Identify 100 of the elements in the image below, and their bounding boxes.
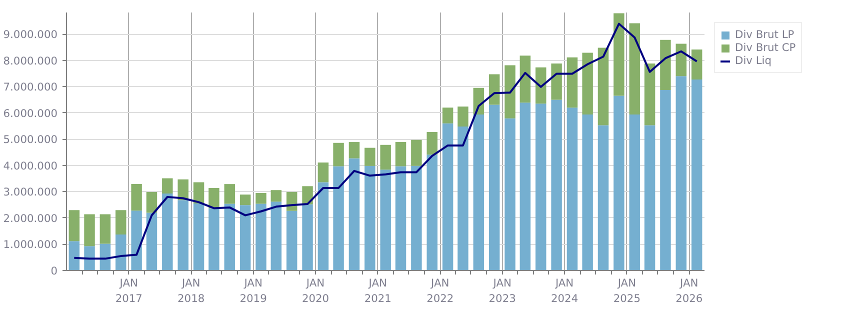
bar [380, 144, 391, 170]
bar [644, 63, 656, 126]
x-tick-label: JAN 2020 [302, 276, 330, 306]
bar [691, 50, 702, 80]
y-tick-label: 1.000.000 [3, 238, 58, 252]
bar [520, 56, 531, 103]
bar [458, 106, 468, 127]
bar [676, 44, 687, 76]
bar [116, 210, 126, 235]
bar [224, 204, 235, 270]
x-tick-label: JAN 2021 [364, 276, 392, 306]
bar [116, 234, 126, 270]
bar [566, 57, 578, 108]
bar [660, 40, 671, 90]
y-tick-label: 9.000.000 [3, 28, 58, 42]
bar [286, 210, 298, 270]
bar [178, 200, 188, 270]
bar [270, 190, 282, 202]
bar [520, 102, 531, 270]
bar [348, 142, 360, 158]
bar [442, 108, 454, 124]
bar [473, 114, 484, 270]
bar [302, 204, 313, 270]
bar [224, 184, 235, 204]
legend-label: Div Liq [735, 54, 772, 67]
bar [535, 104, 546, 270]
line-series [73, 22, 698, 260]
bar [208, 208, 220, 270]
x-tick-label: JAN 2026 [676, 276, 703, 306]
y-tick-label: 3.000.000 [3, 186, 58, 199]
bar [318, 162, 329, 182]
bar [193, 182, 204, 204]
bar [551, 63, 562, 100]
bar [629, 23, 640, 114]
bar [598, 125, 609, 270]
bar [691, 79, 702, 270]
bar [193, 204, 204, 270]
bar [614, 96, 624, 270]
bar [146, 192, 158, 213]
y-tick-label: 0 [50, 264, 58, 278]
bar [256, 192, 266, 204]
bar [68, 241, 80, 270]
bar [660, 90, 671, 270]
bar [131, 184, 142, 211]
legend-label: Div Brut LP [735, 28, 794, 41]
bar [629, 114, 640, 270]
y-tick-label: 4.000.000 [3, 159, 58, 172]
bar [240, 194, 251, 206]
bar [488, 74, 500, 105]
bar [84, 214, 95, 246]
bar [458, 126, 468, 270]
bar [488, 104, 500, 270]
bar [100, 214, 111, 244]
bar [256, 204, 266, 270]
bar [162, 178, 173, 194]
bar [582, 52, 593, 114]
bar [364, 166, 376, 270]
bar [644, 125, 656, 270]
bar [395, 142, 406, 166]
bar [318, 182, 329, 270]
bar [270, 202, 282, 270]
bar [68, 210, 80, 242]
bar [598, 48, 609, 126]
bar [333, 142, 344, 166]
bar [426, 132, 438, 155]
bar [162, 194, 173, 270]
y-tick-label: 8.000.000 [3, 54, 58, 68]
bar [504, 118, 516, 270]
bar [442, 123, 454, 270]
bar [208, 188, 220, 208]
x-tick-label: JAN 2018 [178, 276, 205, 306]
bar [411, 140, 422, 166]
legend-label: Div Brut CP [735, 41, 796, 54]
y-tick-label: 5.000.000 [3, 133, 58, 146]
x-tick-label: JAN 2017 [115, 276, 142, 306]
bar [676, 76, 687, 270]
bar [364, 148, 376, 166]
bar [380, 170, 391, 270]
bar [566, 108, 578, 270]
x-tick-label: JAN 2024 [551, 276, 578, 306]
bar [333, 166, 344, 270]
bar [504, 65, 516, 118]
x-tick-label: JAN 2023 [488, 276, 516, 306]
y-tick-label: 6.000.000 [3, 106, 58, 120]
bar [84, 246, 95, 270]
x-tick-label: JAN 2022 [426, 276, 454, 306]
bar [131, 210, 142, 270]
bar [551, 100, 562, 270]
x-tick-label: JAN 2025 [613, 276, 641, 306]
bar [411, 166, 422, 270]
bar [395, 166, 406, 270]
bar [614, 13, 624, 96]
bar [178, 179, 188, 200]
bar [146, 212, 158, 270]
bar [582, 114, 593, 270]
bar [240, 205, 251, 270]
y-tick-label: 7.000.000 [3, 80, 58, 94]
bar [348, 158, 360, 270]
bar [426, 154, 438, 270]
x-tick-label: JAN 2019 [240, 276, 268, 306]
